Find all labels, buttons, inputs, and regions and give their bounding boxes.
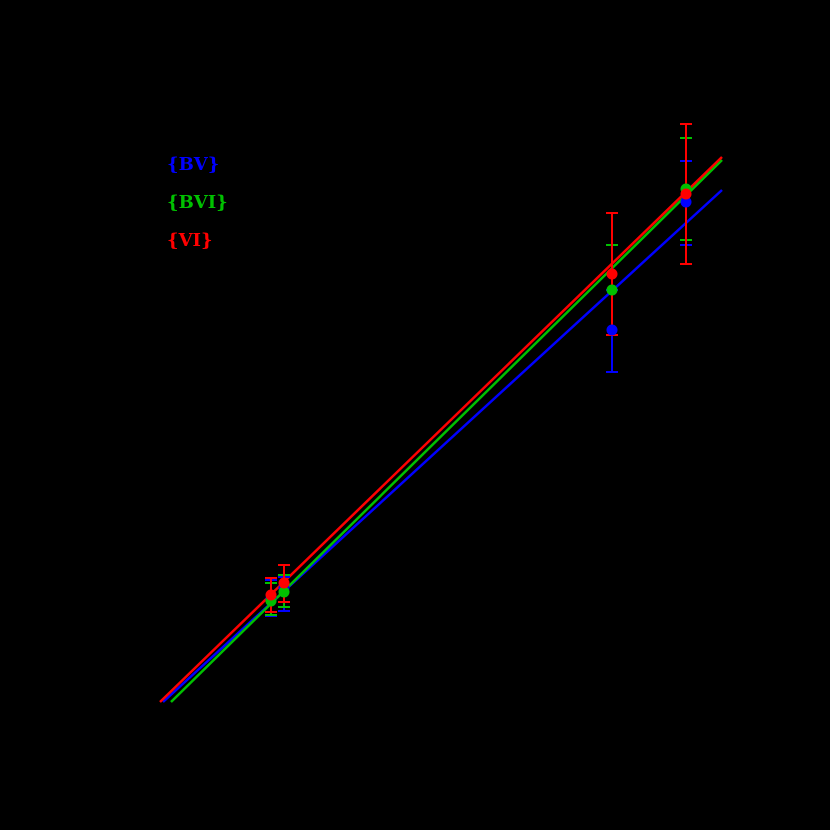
fit-line xyxy=(170,159,723,703)
fit-line xyxy=(159,156,723,703)
data-point xyxy=(278,586,290,598)
data-point xyxy=(265,589,277,601)
data-point xyxy=(680,188,692,200)
data-point xyxy=(278,577,290,589)
legend-bvi: {BVI} xyxy=(167,192,228,213)
legend-vi: {VI} xyxy=(167,230,213,251)
legend-bv: {BV} xyxy=(167,154,220,175)
data-point xyxy=(606,324,618,336)
fit-line xyxy=(162,189,723,703)
data-point xyxy=(606,268,618,280)
data-point xyxy=(680,196,692,208)
data-point xyxy=(606,284,618,296)
